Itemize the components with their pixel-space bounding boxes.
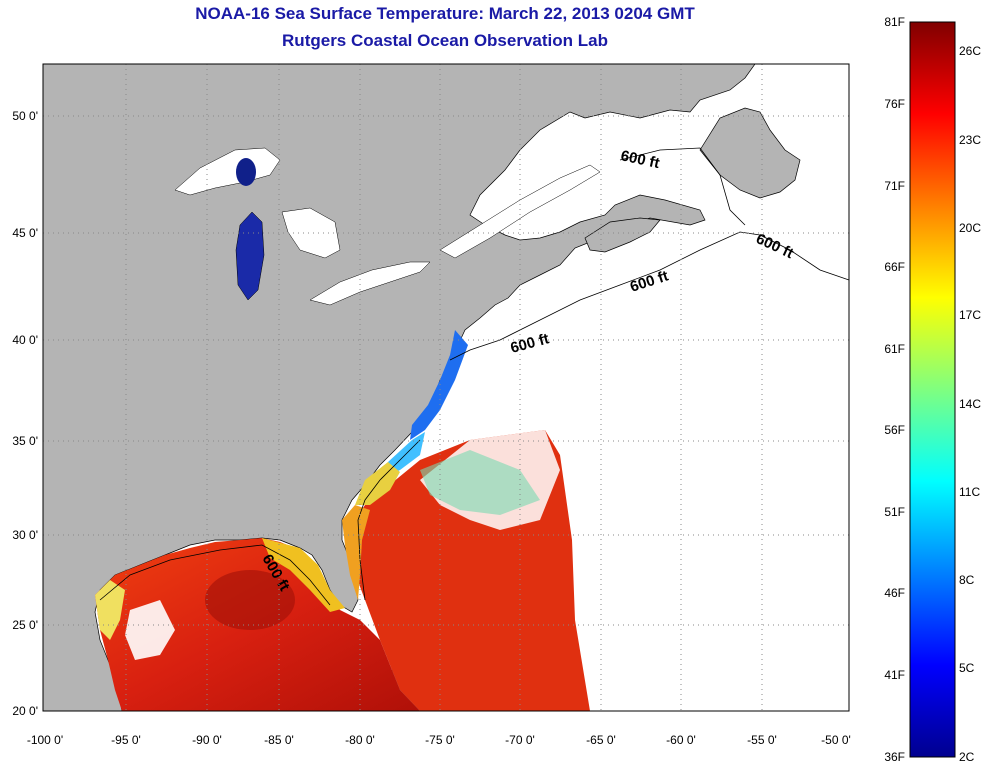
sst-loop-current: [205, 570, 295, 630]
lon-tick-label: -75 0': [425, 733, 455, 747]
sst-gulf-clouds: [125, 600, 175, 660]
colorbar-c-label: 23C: [959, 133, 981, 147]
land-mass: [43, 64, 756, 711]
colorbar-f-label: 71F: [884, 179, 905, 193]
lon-tick-label: -80 0': [345, 733, 375, 747]
lon-tick-label: -50 0': [821, 733, 851, 747]
sst-florida-east: [342, 505, 370, 600]
colorbar-c-label: 17C: [959, 308, 981, 322]
colorbar-c-label: 8C: [959, 573, 975, 587]
lon-tick-label: -100 0': [27, 733, 63, 747]
lon-axis: -100 0' -95 0' -90 0' -85 0' -80 0' -75 …: [27, 733, 851, 747]
lat-tick-label: 45 0': [12, 226, 38, 240]
colorbar-c-label: 20C: [959, 221, 981, 235]
colorbar-f-label: 36F: [884, 750, 905, 764]
colorbar-f-labels: 81F 76F 71F 66F 61F 56F 51F 46F 41F 36F: [884, 15, 905, 764]
lon-tick-label: -70 0': [505, 733, 535, 747]
lat-tick-label: 20 0': [12, 704, 38, 718]
newfoundland: [699, 107, 801, 199]
lat-tick-label: 25 0': [12, 618, 38, 632]
sst-texas-shelf: [95, 580, 125, 640]
colorbar-f-label: 81F: [884, 15, 905, 29]
lon-tick-label: -85 0': [264, 733, 294, 747]
lat-tick-label: 40 0': [12, 333, 38, 347]
colorbar-f-label: 41F: [884, 668, 905, 682]
colorbar-c-label: 14C: [959, 397, 981, 411]
colorbar-f-label: 46F: [884, 586, 905, 600]
map-title: NOAA-16 Sea Surface Temperature: March 2…: [195, 4, 695, 23]
lake-huron: [281, 207, 341, 259]
sst-mixed-zone: [420, 450, 540, 515]
lat-tick-label: 30 0': [12, 528, 38, 542]
colorbar-c-label: 26C: [959, 44, 981, 58]
colorbar-f-label: 76F: [884, 97, 905, 111]
lake-erie-ontario: [309, 261, 431, 306]
lake-superior: [174, 147, 281, 196]
lake-michigan: [235, 211, 265, 301]
map-subtitle: Rutgers Coastal Ocean Observation Lab: [282, 31, 608, 50]
lon-tick-label: -90 0': [192, 733, 222, 747]
sst-coastal-cold: [410, 330, 468, 440]
colorbar-c-labels: 26C 23C 20C 17C 14C 11C 8C 5C 2C: [959, 44, 981, 764]
lake-superior-sst: [236, 158, 256, 186]
colorbar-f-label: 66F: [884, 260, 905, 274]
colorbar-c-label: 2C: [959, 750, 975, 764]
lon-tick-label: -95 0': [111, 733, 141, 747]
lat-axis: 50 0' 45 0' 40 0' 35 0' 30 0' 25 0' 20 0…: [12, 109, 38, 718]
lon-tick-label: -55 0': [747, 733, 777, 747]
lon-tick-label: -65 0': [586, 733, 616, 747]
colorbar-c-label: 11C: [959, 485, 980, 499]
lon-tick-label: -60 0': [666, 733, 696, 747]
nova-scotia: [584, 217, 661, 253]
colorbar-c-label: 5C: [959, 661, 975, 675]
colorbar-f-label: 56F: [884, 423, 905, 437]
lat-tick-label: 35 0': [12, 434, 38, 448]
colorbar: [909, 21, 956, 758]
st-lawrence: [439, 164, 601, 259]
colorbar-f-label: 51F: [884, 505, 905, 519]
colorbar-f-label: 61F: [884, 342, 905, 356]
depth-contour-lines: [99, 147, 850, 606]
lat-tick-label: 50 0': [12, 109, 38, 123]
